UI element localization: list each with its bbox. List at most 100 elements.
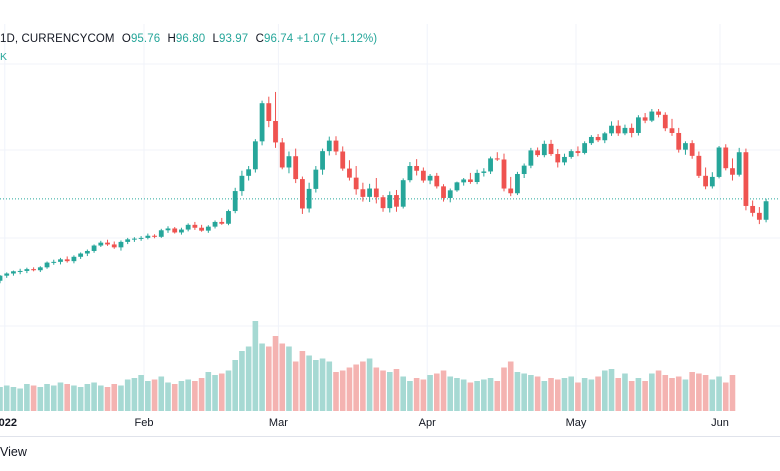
- candle: [656, 109, 661, 118]
- candle: [313, 166, 319, 193]
- volume-bar: [313, 360, 319, 411]
- volume-bar: [581, 378, 588, 411]
- candle: [367, 183, 372, 202]
- candle: [743, 148, 749, 211]
- candle-body: [521, 165, 527, 175]
- volume-bar: [649, 373, 655, 411]
- candlestick-chart[interactable]: 2022FebMarAprMayJunJul: [0, 0, 780, 436]
- candle-body: [226, 211, 231, 224]
- candle: [501, 153, 507, 192]
- volume-bar: [138, 375, 144, 411]
- candle: [555, 148, 561, 168]
- candle-body: [414, 166, 420, 171]
- candle: [562, 153, 567, 166]
- candle-body: [373, 188, 379, 198]
- candle-body: [541, 143, 547, 156]
- candle-body: [212, 221, 218, 227]
- candle: [199, 224, 204, 232]
- candle: [394, 189, 399, 212]
- candle: [629, 123, 635, 138]
- volume-bar: [91, 382, 97, 411]
- candle-body: [488, 158, 493, 172]
- candle: [730, 158, 735, 181]
- candle-body: [494, 158, 500, 160]
- candle: [703, 167, 708, 190]
- candle: [306, 182, 312, 213]
- candle: [447, 188, 453, 203]
- candle: [602, 131, 608, 144]
- volume-bar: [420, 379, 427, 411]
- candle: [98, 240, 104, 247]
- candle: [118, 240, 124, 251]
- candle-body: [4, 273, 10, 276]
- candle-body: [528, 150, 534, 166]
- candle-body: [709, 176, 715, 187]
- candle: [138, 236, 144, 241]
- candle: [488, 156, 493, 175]
- candle: [709, 172, 715, 189]
- volume-bar: [380, 370, 386, 411]
- volume-bar: [662, 375, 669, 411]
- volume-bar: [628, 381, 635, 411]
- candle-body: [474, 172, 480, 182]
- candle-body: [17, 270, 23, 272]
- candle: [595, 134, 601, 143]
- candle: [696, 151, 702, 178]
- volume-bar: [467, 382, 474, 411]
- close-value: 96.74: [263, 33, 294, 45]
- candle-body: [683, 143, 688, 150]
- volume-bar: [669, 378, 675, 411]
- ohlc-legend: 1D, CURRENCYCOM O95.76 H96.80 L93.97 C96…: [0, 33, 377, 45]
- candle: [420, 167, 426, 183]
- candle-body: [756, 212, 762, 220]
- candle: [266, 96, 272, 128]
- candle-body: [313, 169, 319, 189]
- volume-bar: [205, 372, 212, 411]
- candle: [205, 225, 211, 233]
- candle: [11, 270, 16, 276]
- candle-body: [515, 174, 520, 194]
- volume-label: K: [0, 51, 8, 63]
- volume-bar: [474, 381, 480, 411]
- candle-body: [723, 147, 729, 169]
- candle-body: [205, 226, 211, 231]
- candle: [172, 227, 178, 234]
- candle: [347, 160, 352, 181]
- candle-body: [353, 177, 359, 190]
- candle: [575, 146, 581, 157]
- volume-bar: [165, 382, 171, 411]
- volume-bar: [239, 351, 245, 411]
- candle-body: [454, 182, 460, 191]
- candle: [541, 140, 547, 158]
- volume-bar: [622, 373, 628, 411]
- volume-bar: [487, 378, 494, 411]
- candle: [111, 241, 117, 249]
- volume-bars: [0, 321, 736, 411]
- candle: [662, 112, 668, 132]
- candle: [468, 172, 473, 184]
- candle-body: [676, 132, 682, 150]
- volume-bar: [528, 375, 534, 411]
- candle-body: [98, 242, 104, 246]
- candle-body: [165, 228, 171, 231]
- volume-bar: [675, 376, 682, 411]
- candle-body: [185, 224, 191, 230]
- candle-body: [380, 197, 386, 209]
- candle: [273, 91, 278, 148]
- candle-body: [407, 166, 413, 181]
- candle: [232, 187, 238, 214]
- volume-bar: [10, 387, 17, 411]
- candle-body: [588, 136, 594, 144]
- view-button[interactable]: View: [0, 445, 27, 459]
- volume-bar: [386, 372, 393, 411]
- volume-bar: [57, 382, 64, 411]
- candle: [132, 237, 137, 242]
- volume-bar: [521, 373, 527, 411]
- volume-bar: [722, 382, 729, 411]
- volume-bar: [534, 376, 541, 411]
- candle-body: [152, 235, 157, 237]
- high-key: H: [167, 33, 176, 45]
- candle-body: [246, 169, 252, 176]
- candle-body: [763, 201, 769, 220]
